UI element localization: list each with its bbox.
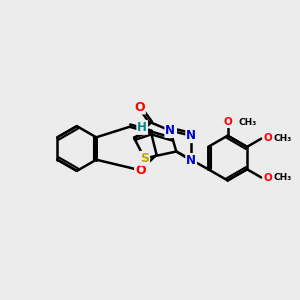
Text: O: O <box>135 164 146 177</box>
Text: H: H <box>137 121 147 134</box>
Text: S: S <box>140 152 149 165</box>
Text: H: H <box>166 124 176 137</box>
Text: CH₃: CH₃ <box>273 134 291 143</box>
Text: O: O <box>263 173 272 183</box>
Text: N: N <box>165 124 175 137</box>
Text: O: O <box>263 134 272 143</box>
Text: CH₃: CH₃ <box>273 173 291 182</box>
Text: N: N <box>186 154 196 167</box>
Text: O: O <box>223 117 232 127</box>
Text: O: O <box>134 100 145 113</box>
Text: N: N <box>186 129 196 142</box>
Text: CH₃: CH₃ <box>239 118 257 127</box>
